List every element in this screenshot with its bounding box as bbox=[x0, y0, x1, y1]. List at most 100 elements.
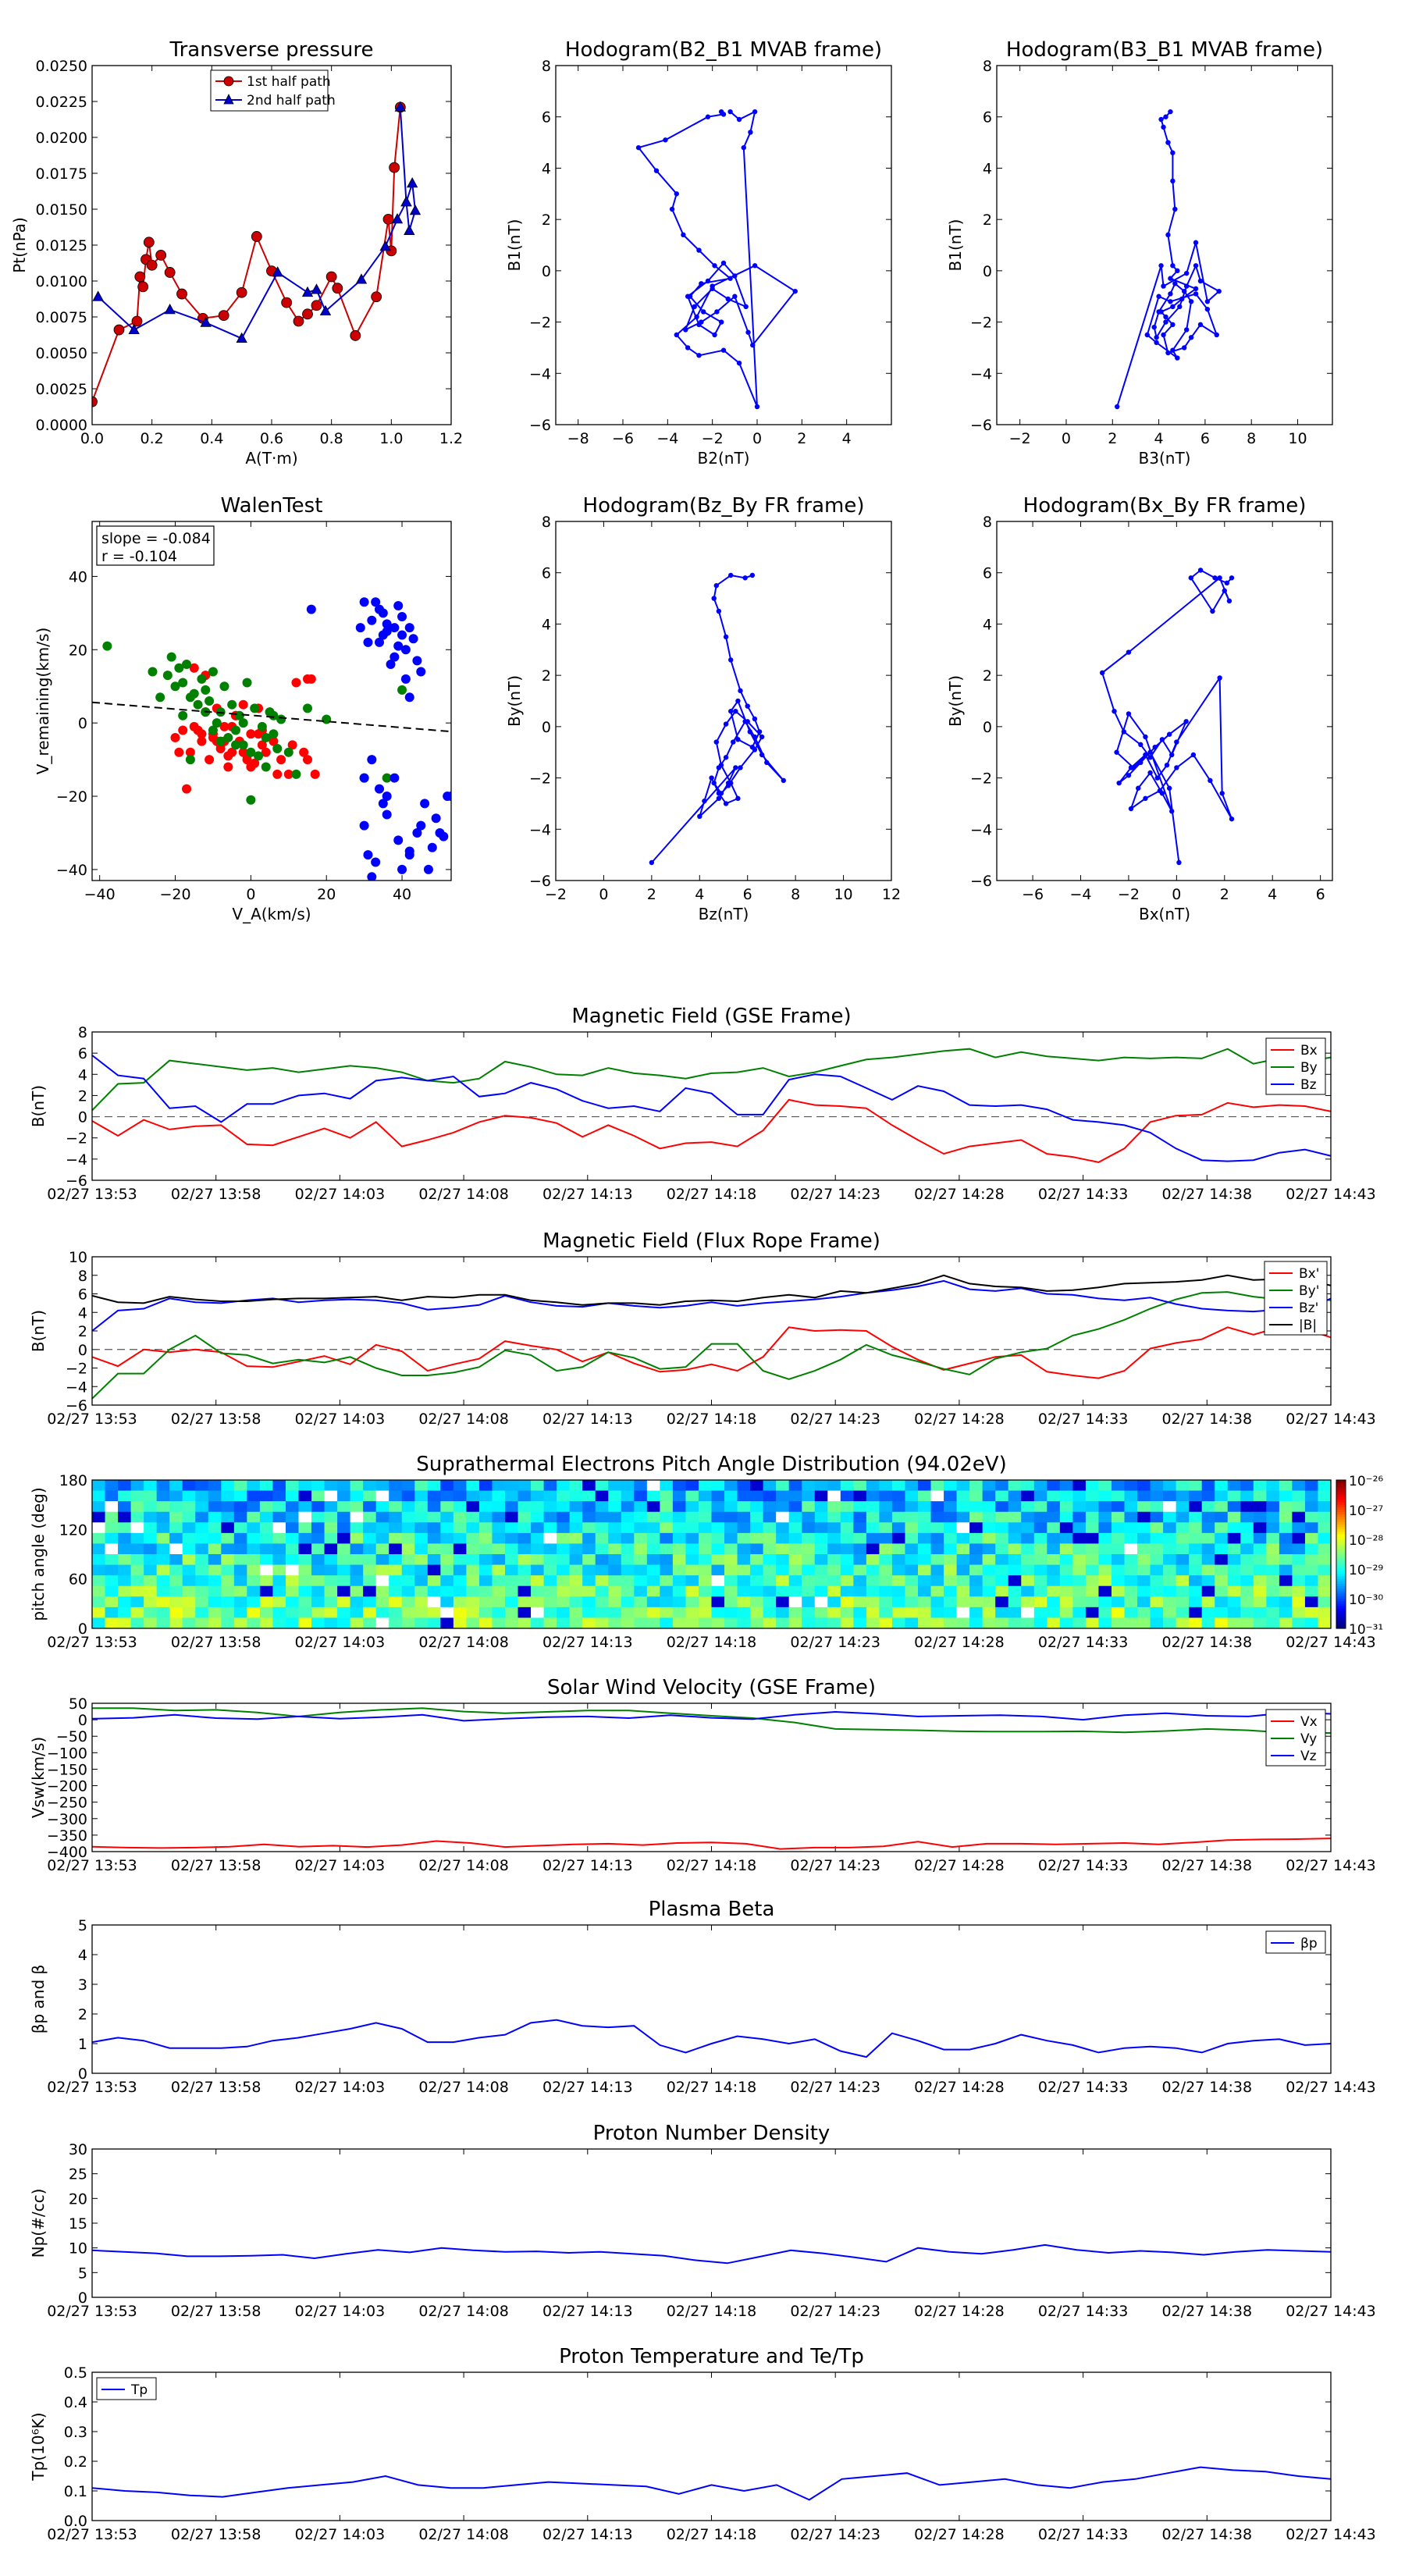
vsw-ytick-label: −350 bbox=[47, 1827, 87, 1845]
bgse-ytick-label: −6 bbox=[66, 1172, 87, 1190]
data-point bbox=[1161, 332, 1166, 338]
heatmap-cell bbox=[646, 1522, 660, 1534]
data-point bbox=[716, 795, 722, 802]
heatmap-cell bbox=[466, 1480, 480, 1492]
np-xtick-label: 02/27 14:28 bbox=[914, 2303, 1005, 2320]
bfr-xtick-label: 02/27 14:33 bbox=[1038, 1411, 1129, 1428]
heatmap-cell bbox=[1072, 1606, 1087, 1619]
heatmap-cell bbox=[724, 1606, 738, 1619]
heatmap-cell bbox=[1124, 1532, 1138, 1545]
heatmap-cell bbox=[802, 1554, 816, 1566]
heatmap-cell bbox=[543, 1522, 557, 1534]
colorbar-step bbox=[1336, 1601, 1346, 1604]
data-point bbox=[193, 699, 203, 710]
colorbar-step bbox=[1336, 1482, 1346, 1485]
heatmap-cell bbox=[118, 1575, 132, 1587]
heatmap-cell bbox=[788, 1532, 802, 1545]
data-point bbox=[720, 260, 727, 266]
heatmap-cell bbox=[737, 1522, 751, 1534]
heatmap-cell bbox=[1227, 1575, 1241, 1587]
data-point bbox=[1174, 739, 1179, 745]
heatmap-cell bbox=[1292, 1501, 1306, 1513]
data-point bbox=[382, 213, 394, 225]
data-point bbox=[236, 332, 247, 343]
heatmap-cell bbox=[337, 1511, 351, 1523]
heatmap-cell bbox=[1292, 1480, 1306, 1492]
heatmap-cell bbox=[879, 1575, 893, 1587]
vsw-plot-area bbox=[92, 1707, 1331, 1850]
heatmap-cell bbox=[118, 1522, 132, 1534]
heatmap-cell bbox=[1304, 1575, 1319, 1587]
colorbar-step bbox=[1336, 1546, 1346, 1550]
data-point bbox=[238, 747, 248, 757]
h1-ytick-label: 4 bbox=[542, 160, 551, 177]
data-point bbox=[148, 667, 158, 677]
heatmap-cell bbox=[646, 1501, 660, 1513]
tp-xtick-label: 02/27 14:28 bbox=[914, 2526, 1005, 2543]
pad-plot-area bbox=[92, 1480, 1331, 1628]
vsw-xtick-label: 02/27 14:18 bbox=[667, 1857, 757, 1874]
heatmap-cell bbox=[195, 1596, 209, 1608]
heatmap-cell bbox=[905, 1543, 919, 1555]
data-point bbox=[1176, 859, 1182, 866]
heatmap-cell bbox=[195, 1564, 209, 1576]
heatmap-cell bbox=[311, 1564, 325, 1576]
vsw-xtick-label: 02/27 14:43 bbox=[1286, 1857, 1376, 1874]
heatmap-cell bbox=[1098, 1532, 1112, 1545]
heatmap-cell bbox=[944, 1511, 958, 1523]
heatmap-cell bbox=[763, 1490, 777, 1502]
heatmap-cell bbox=[672, 1564, 687, 1576]
heatmap-cell bbox=[505, 1617, 519, 1628]
heatmap-cell bbox=[1047, 1522, 1061, 1534]
heatmap-cell bbox=[389, 1532, 403, 1545]
heatmap-cell bbox=[995, 1543, 1009, 1555]
data-point bbox=[92, 290, 104, 301]
data-point bbox=[287, 740, 297, 750]
heatmap-cell bbox=[1279, 1522, 1293, 1534]
colorbar-step bbox=[1336, 1532, 1346, 1535]
heatmap-cell bbox=[1008, 1617, 1022, 1628]
data-point bbox=[155, 692, 165, 703]
data-point bbox=[143, 237, 155, 248]
heatmap-cell bbox=[118, 1606, 132, 1619]
heatmap-cell bbox=[608, 1480, 622, 1492]
heatmap-cell bbox=[1227, 1511, 1241, 1523]
heatmap-cell bbox=[685, 1606, 699, 1619]
heatmap-cell bbox=[1072, 1522, 1087, 1534]
heatmap-cell bbox=[557, 1511, 571, 1523]
data-point bbox=[1193, 291, 1199, 297]
colorbar-step bbox=[1336, 1480, 1346, 1483]
heatmap-cell bbox=[1292, 1532, 1306, 1545]
heatmap-cell bbox=[646, 1575, 660, 1587]
heatmap-cell bbox=[247, 1511, 261, 1523]
data-point bbox=[170, 681, 180, 692]
pad-ytick-label: 0 bbox=[78, 1621, 87, 1638]
heatmap-cell bbox=[401, 1480, 415, 1492]
heatmap-cell bbox=[660, 1532, 674, 1545]
heatmap-cell bbox=[130, 1596, 144, 1608]
colorbar-step bbox=[1336, 1487, 1346, 1491]
walen-xtick-label: −40 bbox=[84, 886, 116, 903]
heatmap-cell bbox=[247, 1596, 261, 1608]
data-point bbox=[393, 835, 404, 845]
vsw-xtick-label: 02/27 14:33 bbox=[1038, 1857, 1129, 1874]
heatmap-cell bbox=[337, 1522, 351, 1534]
heatmap-cell bbox=[285, 1564, 300, 1576]
data-point bbox=[389, 773, 400, 783]
heatmap-cell bbox=[1279, 1617, 1293, 1628]
heatmap-cell bbox=[840, 1617, 854, 1628]
heatmap-cell bbox=[969, 1543, 984, 1555]
heatmap-cell bbox=[1318, 1596, 1331, 1608]
h4-xtick-label: 6 bbox=[1316, 886, 1325, 903]
data-point bbox=[752, 734, 758, 740]
heatmap-cell bbox=[505, 1554, 519, 1566]
data-point bbox=[439, 831, 449, 841]
heatmap-cell bbox=[1124, 1596, 1138, 1608]
heatmap-cell bbox=[505, 1606, 519, 1619]
heatmap-cell bbox=[698, 1543, 713, 1555]
data-point bbox=[375, 637, 384, 647]
heatmap-cell bbox=[492, 1532, 506, 1545]
heatmap-cell bbox=[840, 1543, 854, 1555]
heatmap-cell bbox=[105, 1606, 119, 1619]
data-point bbox=[382, 792, 392, 802]
